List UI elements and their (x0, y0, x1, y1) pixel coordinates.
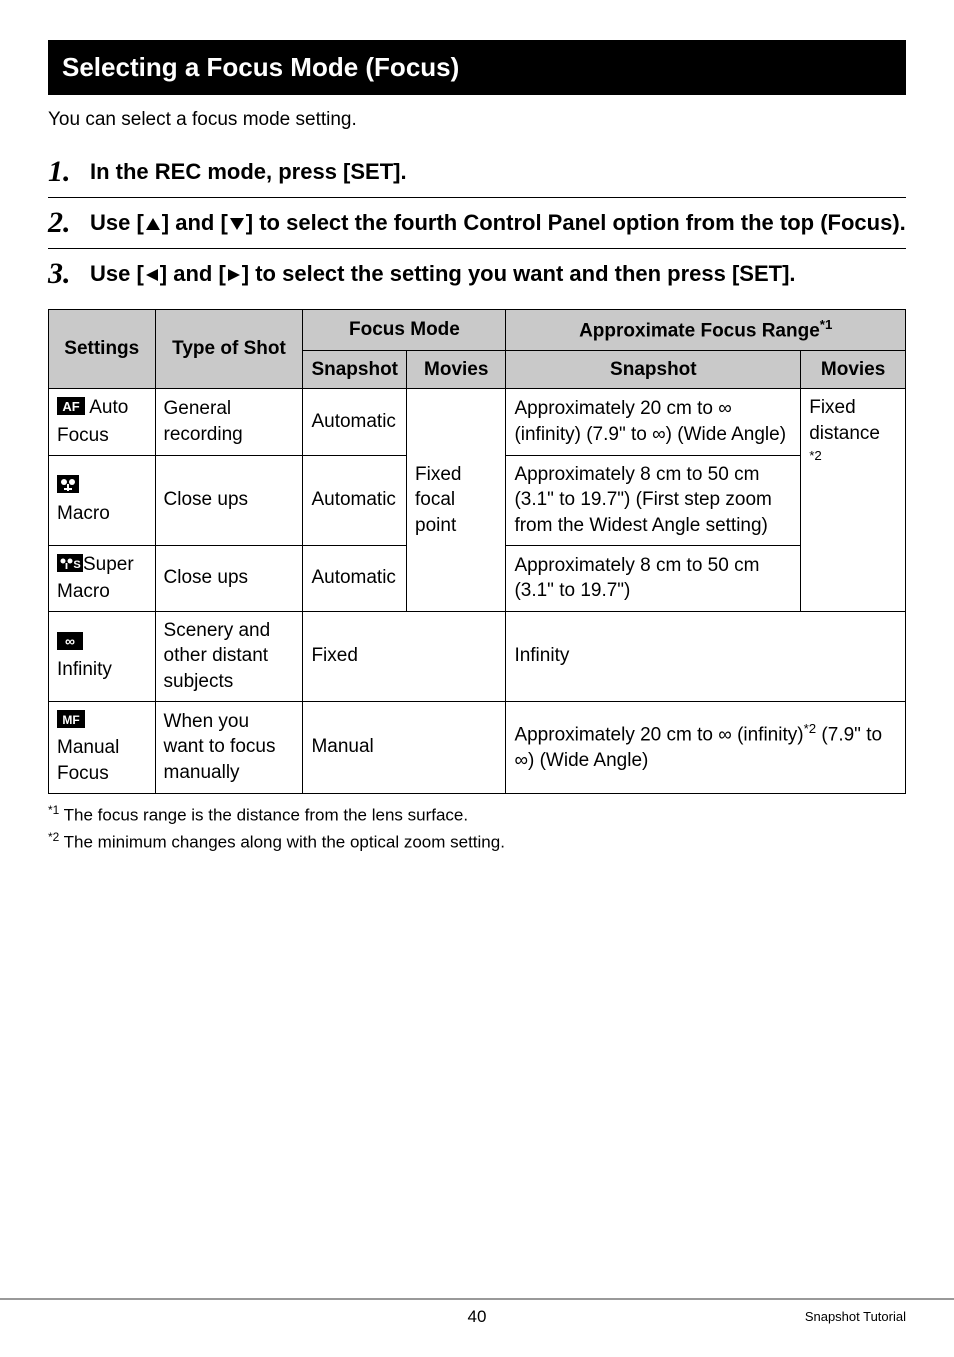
svg-text:AF: AF (62, 399, 79, 414)
svg-text:MF: MF (62, 713, 79, 727)
range-manual-sup: *2 (804, 721, 817, 736)
cell-mode-infinity: Fixed (303, 611, 506, 701)
cell-type-macro: Close ups (155, 455, 303, 545)
footnote-1-sup: *1 (48, 803, 59, 817)
step-2-number: 2. (48, 206, 90, 238)
cell-type-auto: General recording (155, 389, 303, 455)
step-2: 2. Use [ ] and [ ] to select the fourth Co… (48, 198, 906, 248)
af-icon: AF (57, 397, 85, 423)
cell-range-manual: Approximately 20 cm to ∞ (infinity)*2 (7… (506, 701, 906, 793)
cell-snap-supermacro: Automatic (303, 545, 407, 611)
cell-type-supermacro: Close ups (155, 545, 303, 611)
step-2-text: Use [ ] and [ ] to select the fourth Contr… (90, 206, 906, 238)
moviesrange-sup: *2 (809, 448, 822, 463)
cell-type-manual: When you want to focus manually (155, 701, 303, 793)
footnote-1-text: The focus range is the distance from the… (59, 805, 468, 824)
col-range-sup: *1 (820, 317, 833, 332)
step-3-text: Use [ ] and [ ] to select the setting you … (90, 257, 796, 289)
section-heading: Selecting a Focus Mode (Focus) (48, 40, 906, 95)
svg-text:S: S (73, 559, 80, 571)
cell-setting-infinity: ∞ Infinity (49, 611, 156, 701)
cell-mode-manual: Manual (303, 701, 506, 793)
cell-snap-macro: Automatic (303, 455, 407, 545)
left-arrow-icon (144, 261, 160, 286)
col-focusmode: Focus Mode (303, 309, 506, 350)
infinity-icon: ∞ (57, 632, 83, 658)
col-movies: Movies (407, 350, 506, 389)
col-range-text: Approximate Focus Range (579, 320, 820, 341)
cell-range-supermacro: Approximately 8 cm to 50 cm (3.1" to 19.… (506, 545, 801, 611)
down-arrow-icon (228, 210, 246, 235)
col-range: Approximate Focus Range*1 (506, 309, 906, 350)
cell-range-macro: Approximately 8 cm to 50 cm (3.1" to 19.… (506, 455, 801, 545)
supermacro-icon: S (57, 554, 83, 580)
cell-setting-manual: MF Manual Focus (49, 701, 156, 793)
up-arrow-icon (144, 210, 162, 235)
right-arrow-icon (226, 261, 242, 286)
step-1-number: 1. (48, 155, 90, 187)
step-2-part3: ] to select the fourth Control Panel opt… (246, 210, 906, 235)
col-movies2: Movies (801, 350, 906, 389)
footnote-1: *1 The focus range is the distance from … (48, 802, 906, 828)
step-3-number: 3. (48, 257, 90, 289)
col-snapshot: Snapshot (303, 350, 407, 389)
table-row: MF Manual Focus When you want to focus m… (49, 701, 906, 793)
intro-text: You can select a focus mode setting. (48, 107, 906, 133)
range-manual-before: Approximately 20 cm to ∞ (infinity) (514, 725, 803, 746)
cell-range-infinity: Infinity (506, 611, 906, 701)
footnote-2: *2 The minimum changes along with the op… (48, 829, 906, 855)
step-2-part2: ] and [ (162, 210, 228, 235)
footer-label: Snapshot Tutorial (805, 1308, 906, 1326)
footnotes: *1 The focus range is the distance from … (48, 802, 906, 855)
focus-table: Settings Type of Shot Focus Mode Approxi… (48, 309, 906, 794)
table-header-row: Settings Type of Shot Focus Mode Approxi… (49, 309, 906, 350)
cell-movies-shared: Fixed focal point (407, 389, 506, 611)
table-row: ∞ Infinity Scenery and other distant sub… (49, 611, 906, 701)
step-1: 1. In the REC mode, press [SET]. (48, 147, 906, 197)
step-1-text: In the REC mode, press [SET]. (90, 155, 407, 187)
cell-range-auto: Approximately 20 cm to ∞ (infinity) (7.9… (506, 389, 801, 455)
step-3-part1: Use [ (90, 261, 144, 286)
step-3-part3: ] to select the setting you want and the… (242, 261, 796, 286)
col-settings: Settings (49, 309, 156, 389)
mf-icon: MF (57, 710, 85, 736)
footnote-2-sup: *2 (48, 830, 59, 844)
step-2-part1: Use [ (90, 210, 144, 235)
moviesrange-before: Fixed distance (809, 397, 880, 444)
col-type: Type of Shot (155, 309, 303, 389)
col-snapshot2: Snapshot (506, 350, 801, 389)
cell-setting-auto: AF Auto Focus (49, 389, 156, 455)
footnote-2-text: The minimum changes along with the optic… (59, 833, 505, 852)
step-3: 3. Use [ ] and [ ] to select the setting y… (48, 249, 906, 299)
cell-snap-auto: Automatic (303, 389, 407, 455)
cell-setting-infinity-text: Infinity (57, 659, 112, 680)
cell-setting-supermacro: SSuper Macro (49, 545, 156, 611)
table-row: AF Auto Focus General recording Automati… (49, 389, 906, 455)
svg-text:∞: ∞ (65, 633, 75, 649)
page-footer: 40 Snapshot Tutorial (0, 1298, 954, 1329)
cell-setting-macro-text: Macro (57, 503, 110, 524)
macro-icon (57, 475, 79, 501)
cell-moviesrange-shared: Fixed distance *2 (801, 389, 906, 611)
cell-setting-manual-text: Manual Focus (57, 737, 119, 784)
step-3-part2: ] and [ (160, 261, 226, 286)
cell-setting-macro: Macro (49, 455, 156, 545)
cell-type-infinity: Scenery and other distant subjects (155, 611, 303, 701)
